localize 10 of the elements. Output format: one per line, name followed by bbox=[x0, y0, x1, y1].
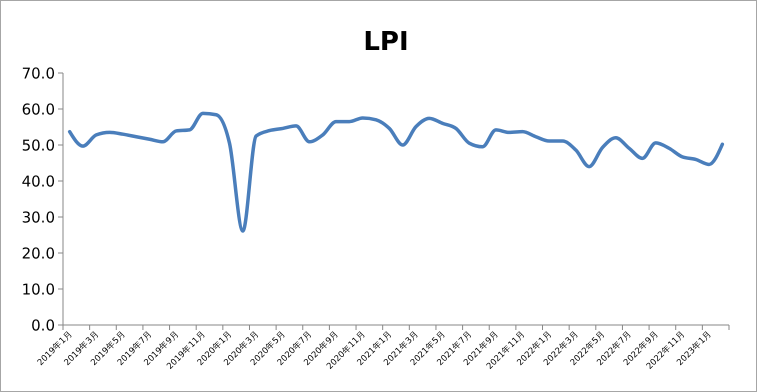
y-tick-label: 50.0 bbox=[22, 136, 55, 154]
y-tick-label: 40.0 bbox=[22, 172, 55, 190]
chart-title: LPI bbox=[363, 27, 409, 57]
y-tick-label: 60.0 bbox=[22, 100, 55, 118]
y-tick-label: 20.0 bbox=[22, 244, 55, 262]
y-tick-label: 0.0 bbox=[31, 316, 55, 334]
y-tick-label: 10.0 bbox=[22, 280, 55, 298]
y-tick-label: 70.0 bbox=[22, 64, 55, 82]
y-tick-label: 30.0 bbox=[22, 208, 55, 226]
line-series bbox=[68, 112, 724, 233]
